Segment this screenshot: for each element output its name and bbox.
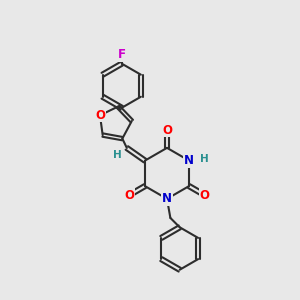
Text: N: N xyxy=(184,154,194,167)
Text: N: N xyxy=(162,192,172,205)
Text: O: O xyxy=(95,109,105,122)
Text: H: H xyxy=(113,150,122,160)
Text: O: O xyxy=(124,188,134,202)
Text: H: H xyxy=(200,154,209,164)
Text: O: O xyxy=(200,188,209,202)
Text: O: O xyxy=(162,124,172,136)
Text: F: F xyxy=(118,48,126,61)
